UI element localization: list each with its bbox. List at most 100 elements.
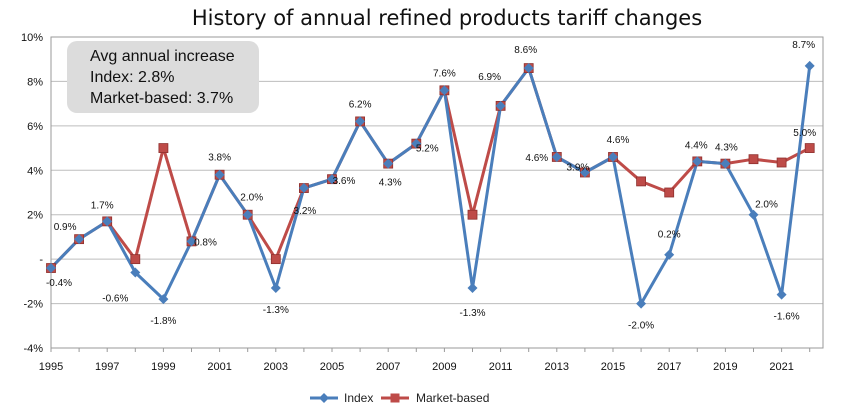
- note-line: Market-based: 3.7%: [90, 90, 233, 107]
- data-point-index: [270, 283, 281, 294]
- y-tick-label: 6%: [27, 121, 43, 133]
- data-label: 0.2%: [658, 230, 681, 241]
- data-point-index: [298, 183, 309, 194]
- data-point-market-based: [467, 209, 478, 220]
- legend-item-index: Index: [310, 391, 373, 405]
- data-label: 3.9%: [567, 163, 590, 174]
- data-point-index: [748, 209, 759, 220]
- y-tick-label: -2%: [23, 299, 43, 311]
- x-tick-label: 2005: [320, 361, 344, 373]
- x-tick-label: 1995: [39, 361, 63, 373]
- data-label: 4.6%: [607, 135, 630, 146]
- data-label: 4.3%: [379, 178, 402, 189]
- data-point-index: [214, 169, 225, 180]
- data-point-market-based: [636, 176, 646, 187]
- data-point-index: [551, 151, 562, 162]
- data-point-index: [383, 158, 394, 169]
- data-point-index: [327, 174, 337, 185]
- legend-label: Market-based: [416, 391, 489, 405]
- x-tick-label: 2009: [432, 361, 456, 373]
- x-tick-label: 2003: [264, 361, 288, 373]
- avg-increase-note: Avg annual increase Index: 2.8% Market-bas…: [67, 41, 259, 113]
- data-label: 8.6%: [514, 45, 537, 56]
- data-point-index: [495, 100, 506, 111]
- data-point-index: [186, 236, 197, 247]
- data-label: -0.6%: [102, 293, 128, 304]
- x-tick-label: 2013: [545, 361, 569, 373]
- data-label: 4.3%: [715, 143, 738, 154]
- data-label: 2.0%: [240, 193, 263, 204]
- data-point-index: [158, 294, 169, 305]
- legend-marker: [319, 393, 329, 403]
- data-label: -1.3%: [459, 308, 485, 319]
- data-point-market-based: [158, 143, 169, 153]
- data-point-index: [102, 216, 113, 227]
- data-label: -1.3%: [263, 305, 289, 316]
- data-point-index: [664, 249, 675, 260]
- data-point-index: [74, 234, 85, 245]
- data-label: 2.0%: [755, 200, 778, 211]
- x-tick-label: 2011: [489, 361, 513, 373]
- data-label: 0.9%: [54, 222, 77, 233]
- legend: Index Market-based: [310, 391, 489, 405]
- data-point-index: [579, 167, 590, 178]
- legend-item-market-based: Market-based: [381, 391, 489, 405]
- data-point-market-based: [664, 187, 675, 198]
- data-label: 5.0%: [793, 128, 816, 139]
- y-tick-label: 10%: [21, 32, 43, 44]
- data-point-index: [411, 138, 422, 149]
- data-point-index: [355, 116, 366, 127]
- data-label: 3.2%: [294, 206, 317, 217]
- data-point-market-based: [748, 154, 759, 165]
- data-label: 3.6%: [333, 176, 356, 187]
- x-tick-label: 1999: [151, 361, 175, 373]
- chart-title: History of annual refined products tarif…: [192, 6, 702, 30]
- data-labels: -0.4% 0.9% 1.7% -0.6% -1.8% 0.8% 3.8% 2.0% -1.3%…: [46, 40, 816, 332]
- data-point-index: [776, 289, 787, 300]
- data-label: 8.7%: [792, 40, 815, 51]
- legend-label: Index: [344, 391, 373, 405]
- data-label: 1.7%: [91, 200, 114, 211]
- y-tick-label: 4%: [27, 165, 43, 177]
- note-box: [67, 41, 259, 113]
- series-line-index: [49, 65, 812, 306]
- x-tick-label: 2007: [376, 361, 400, 373]
- data-point-index: [46, 263, 56, 274]
- data-point-market-based: [776, 157, 787, 168]
- y-tick-label: -: [39, 254, 43, 266]
- data-point-index: [523, 63, 534, 74]
- data-label: 6.9%: [478, 72, 501, 83]
- y-tick-label: 2%: [27, 210, 43, 222]
- data-point-index: [636, 298, 647, 309]
- x-tick-label: 1997: [95, 361, 119, 373]
- data-point-market-based: [130, 254, 141, 265]
- data-point-index: [439, 85, 450, 96]
- data-point-index: [804, 60, 815, 71]
- note-line: Avg annual increase: [90, 48, 235, 65]
- y-tick-label: 8%: [27, 76, 43, 88]
- x-tick-label: 2017: [657, 361, 681, 373]
- data-label: 5.2%: [416, 144, 439, 155]
- data-label: -2.0%: [628, 321, 654, 332]
- legend-marker: [390, 393, 400, 403]
- data-label: -1.6%: [774, 312, 800, 323]
- plot-area: [46, 60, 815, 309]
- data-label: 0.8%: [194, 237, 217, 248]
- data-point-index: [608, 151, 618, 162]
- x-tick-label: 2015: [601, 361, 625, 373]
- data-point-index: [130, 267, 141, 278]
- data-label: 6.2%: [349, 99, 372, 110]
- data-point-index: [692, 156, 703, 167]
- data-point-index: [467, 283, 478, 294]
- y-tick-label: -4%: [23, 343, 43, 355]
- note-line: Index: 2.8%: [90, 69, 175, 86]
- data-label: 4.4%: [685, 140, 708, 151]
- data-label: 3.8%: [208, 153, 231, 164]
- data-point-market-based: [270, 254, 281, 265]
- data-point-index: [720, 158, 731, 169]
- x-tick-label: 2019: [713, 361, 737, 373]
- plot-border: [50, 36, 824, 349]
- data-label: 7.6%: [433, 68, 456, 79]
- x-tick-label: 2021: [769, 361, 793, 373]
